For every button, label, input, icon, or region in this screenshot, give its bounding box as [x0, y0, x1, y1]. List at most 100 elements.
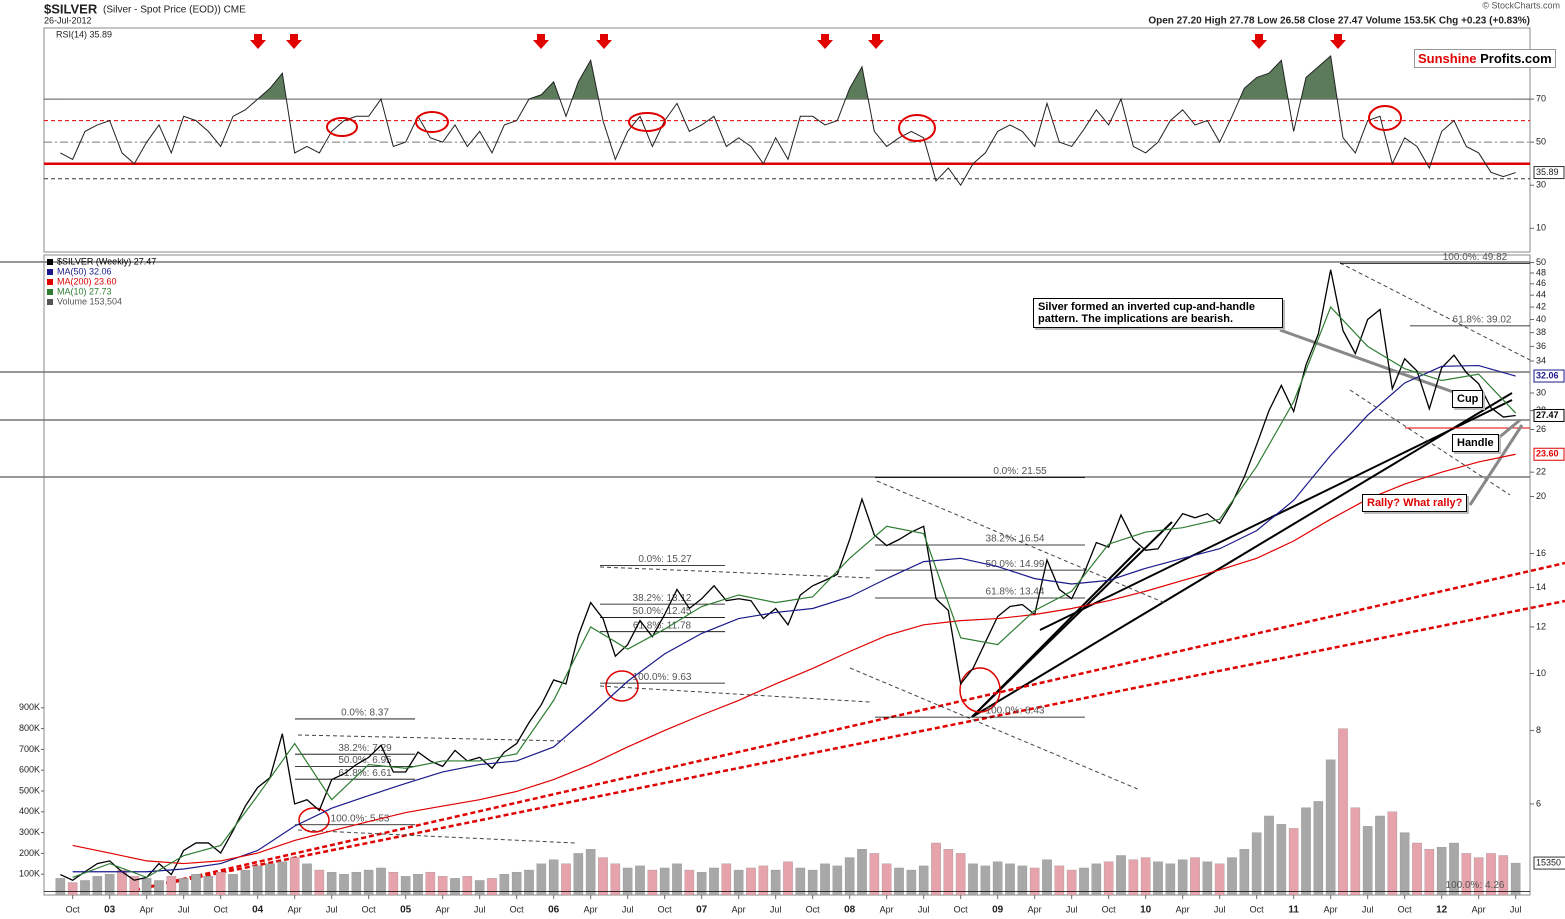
x-tick-label: Oct	[362, 904, 377, 914]
volume-bar	[844, 857, 855, 896]
rsi-tick-label: 70	[1536, 93, 1546, 103]
chart-date: 26-Jul-2012	[44, 15, 92, 25]
x-tick-label: Jul	[1066, 904, 1078, 914]
volume-bar	[1350, 807, 1361, 896]
volume-bar	[684, 869, 695, 896]
volume-bar	[425, 871, 436, 896]
volume-tick-label: 800K	[19, 723, 40, 733]
fib-label: 50.0%: 14.99	[986, 559, 1045, 570]
volume-bar	[783, 861, 793, 896]
x-tick-label: Jul	[1214, 904, 1226, 914]
x-tick-label: Apr	[1028, 904, 1042, 914]
volume-bar	[400, 876, 411, 896]
rsi-line	[60, 55, 1516, 187]
fib-label: 100.0%: 5.53	[331, 813, 390, 824]
x-tick-label: Jul	[1362, 904, 1374, 914]
y-tick-label: 8	[1536, 725, 1541, 735]
volume-bar	[1091, 863, 1102, 896]
x-tick-label: 03	[104, 905, 116, 916]
ma-line	[72, 364, 1516, 873]
volume-bar	[154, 880, 164, 896]
fib-label: 100.0%: 49.82	[1443, 252, 1508, 263]
y-tick-label: 40	[1536, 314, 1546, 324]
volume-bar	[857, 849, 867, 896]
x-tick-label: Apr	[140, 904, 154, 914]
x-tick-label: Oct	[1398, 904, 1413, 914]
x-tick-label: Jul	[474, 904, 486, 914]
volume-bar	[351, 871, 362, 896]
volume-bar	[1190, 857, 1200, 896]
volume-bar	[1338, 728, 1348, 896]
volume-bar	[1227, 857, 1237, 896]
x-tick-label: Jul	[622, 904, 634, 914]
volume-bar	[635, 865, 645, 896]
end-box	[1533, 369, 1565, 383]
volume-bar	[1054, 865, 1065, 896]
fib-label: 61.8%: 39.02	[1453, 314, 1512, 325]
end-box	[1533, 447, 1565, 461]
legend-swatch	[47, 269, 53, 275]
volume-bar	[339, 874, 349, 896]
x-tick-label: Oct	[658, 904, 673, 914]
volume-bar	[67, 882, 78, 896]
volume-end-label: 15350	[1536, 857, 1561, 867]
volume-bar	[1202, 861, 1213, 896]
volume-bar	[1313, 801, 1324, 896]
volume-bar	[955, 853, 966, 896]
legend-swatch	[47, 279, 53, 285]
sell-arrow	[533, 34, 549, 49]
x-tick-label: Oct	[806, 904, 821, 914]
oval-mark	[298, 807, 330, 833]
volume-bar	[746, 867, 756, 896]
volume-bar	[104, 874, 115, 896]
volume-bar	[178, 878, 189, 896]
volume-bar	[931, 842, 941, 896]
x-tick-label: Oct	[510, 904, 525, 914]
y-tick-label: 42	[1536, 301, 1546, 311]
y-tick-label: 48	[1536, 267, 1546, 277]
price-panel	[43, 254, 1531, 896]
fib-label: 38.2%: 13.12	[633, 593, 692, 604]
x-tick-label: Jul	[178, 904, 190, 914]
x-tick-label: Oct	[1250, 904, 1265, 914]
oval-mark	[959, 667, 1001, 713]
y-tick-label: 46	[1536, 278, 1546, 288]
volume-bar	[881, 863, 892, 896]
pattern-note: Silver formed an inverted cup-and-handle…	[1033, 298, 1283, 328]
channel-line	[599, 566, 873, 579]
volume-bar	[376, 867, 386, 896]
channel-line	[599, 685, 871, 703]
volume-bar	[1029, 867, 1040, 896]
volume-bar	[1251, 832, 1262, 896]
channel-line	[849, 667, 1141, 791]
y-tick-label: 22	[1536, 467, 1546, 477]
fib-label: 0.0%: 21.55	[993, 466, 1047, 477]
y-tick-label: 34	[1536, 355, 1546, 365]
legend-swatch	[47, 259, 53, 265]
volume-bar	[141, 878, 152, 896]
volume-bar	[166, 876, 177, 896]
volume-bar	[573, 853, 584, 896]
volume-bar	[1128, 859, 1139, 896]
volume-bar	[906, 869, 917, 896]
volume-bar	[277, 861, 288, 896]
sell-arrow	[1251, 34, 1267, 49]
volume-bar	[795, 867, 806, 896]
end-label: 32.06	[1536, 370, 1559, 380]
volume-bar	[1325, 759, 1336, 896]
rsi-tick-label: 10	[1536, 223, 1546, 233]
legend-swatch	[47, 299, 53, 305]
volume-bar	[191, 874, 201, 896]
volume-bar	[228, 874, 238, 896]
volume-bar	[1288, 828, 1299, 896]
volume-bar	[203, 876, 214, 896]
fib-label: 38.2%: 7.29	[338, 743, 392, 754]
volume-bar	[265, 863, 275, 896]
fib-label: 100.0%: 4.26	[1446, 880, 1505, 891]
sell-arrow	[596, 34, 612, 49]
volume-bar	[80, 880, 90, 896]
volume-bar	[388, 871, 399, 896]
volume-bar	[1042, 859, 1052, 896]
fib-label: 50.0%: 6.95	[338, 755, 392, 766]
